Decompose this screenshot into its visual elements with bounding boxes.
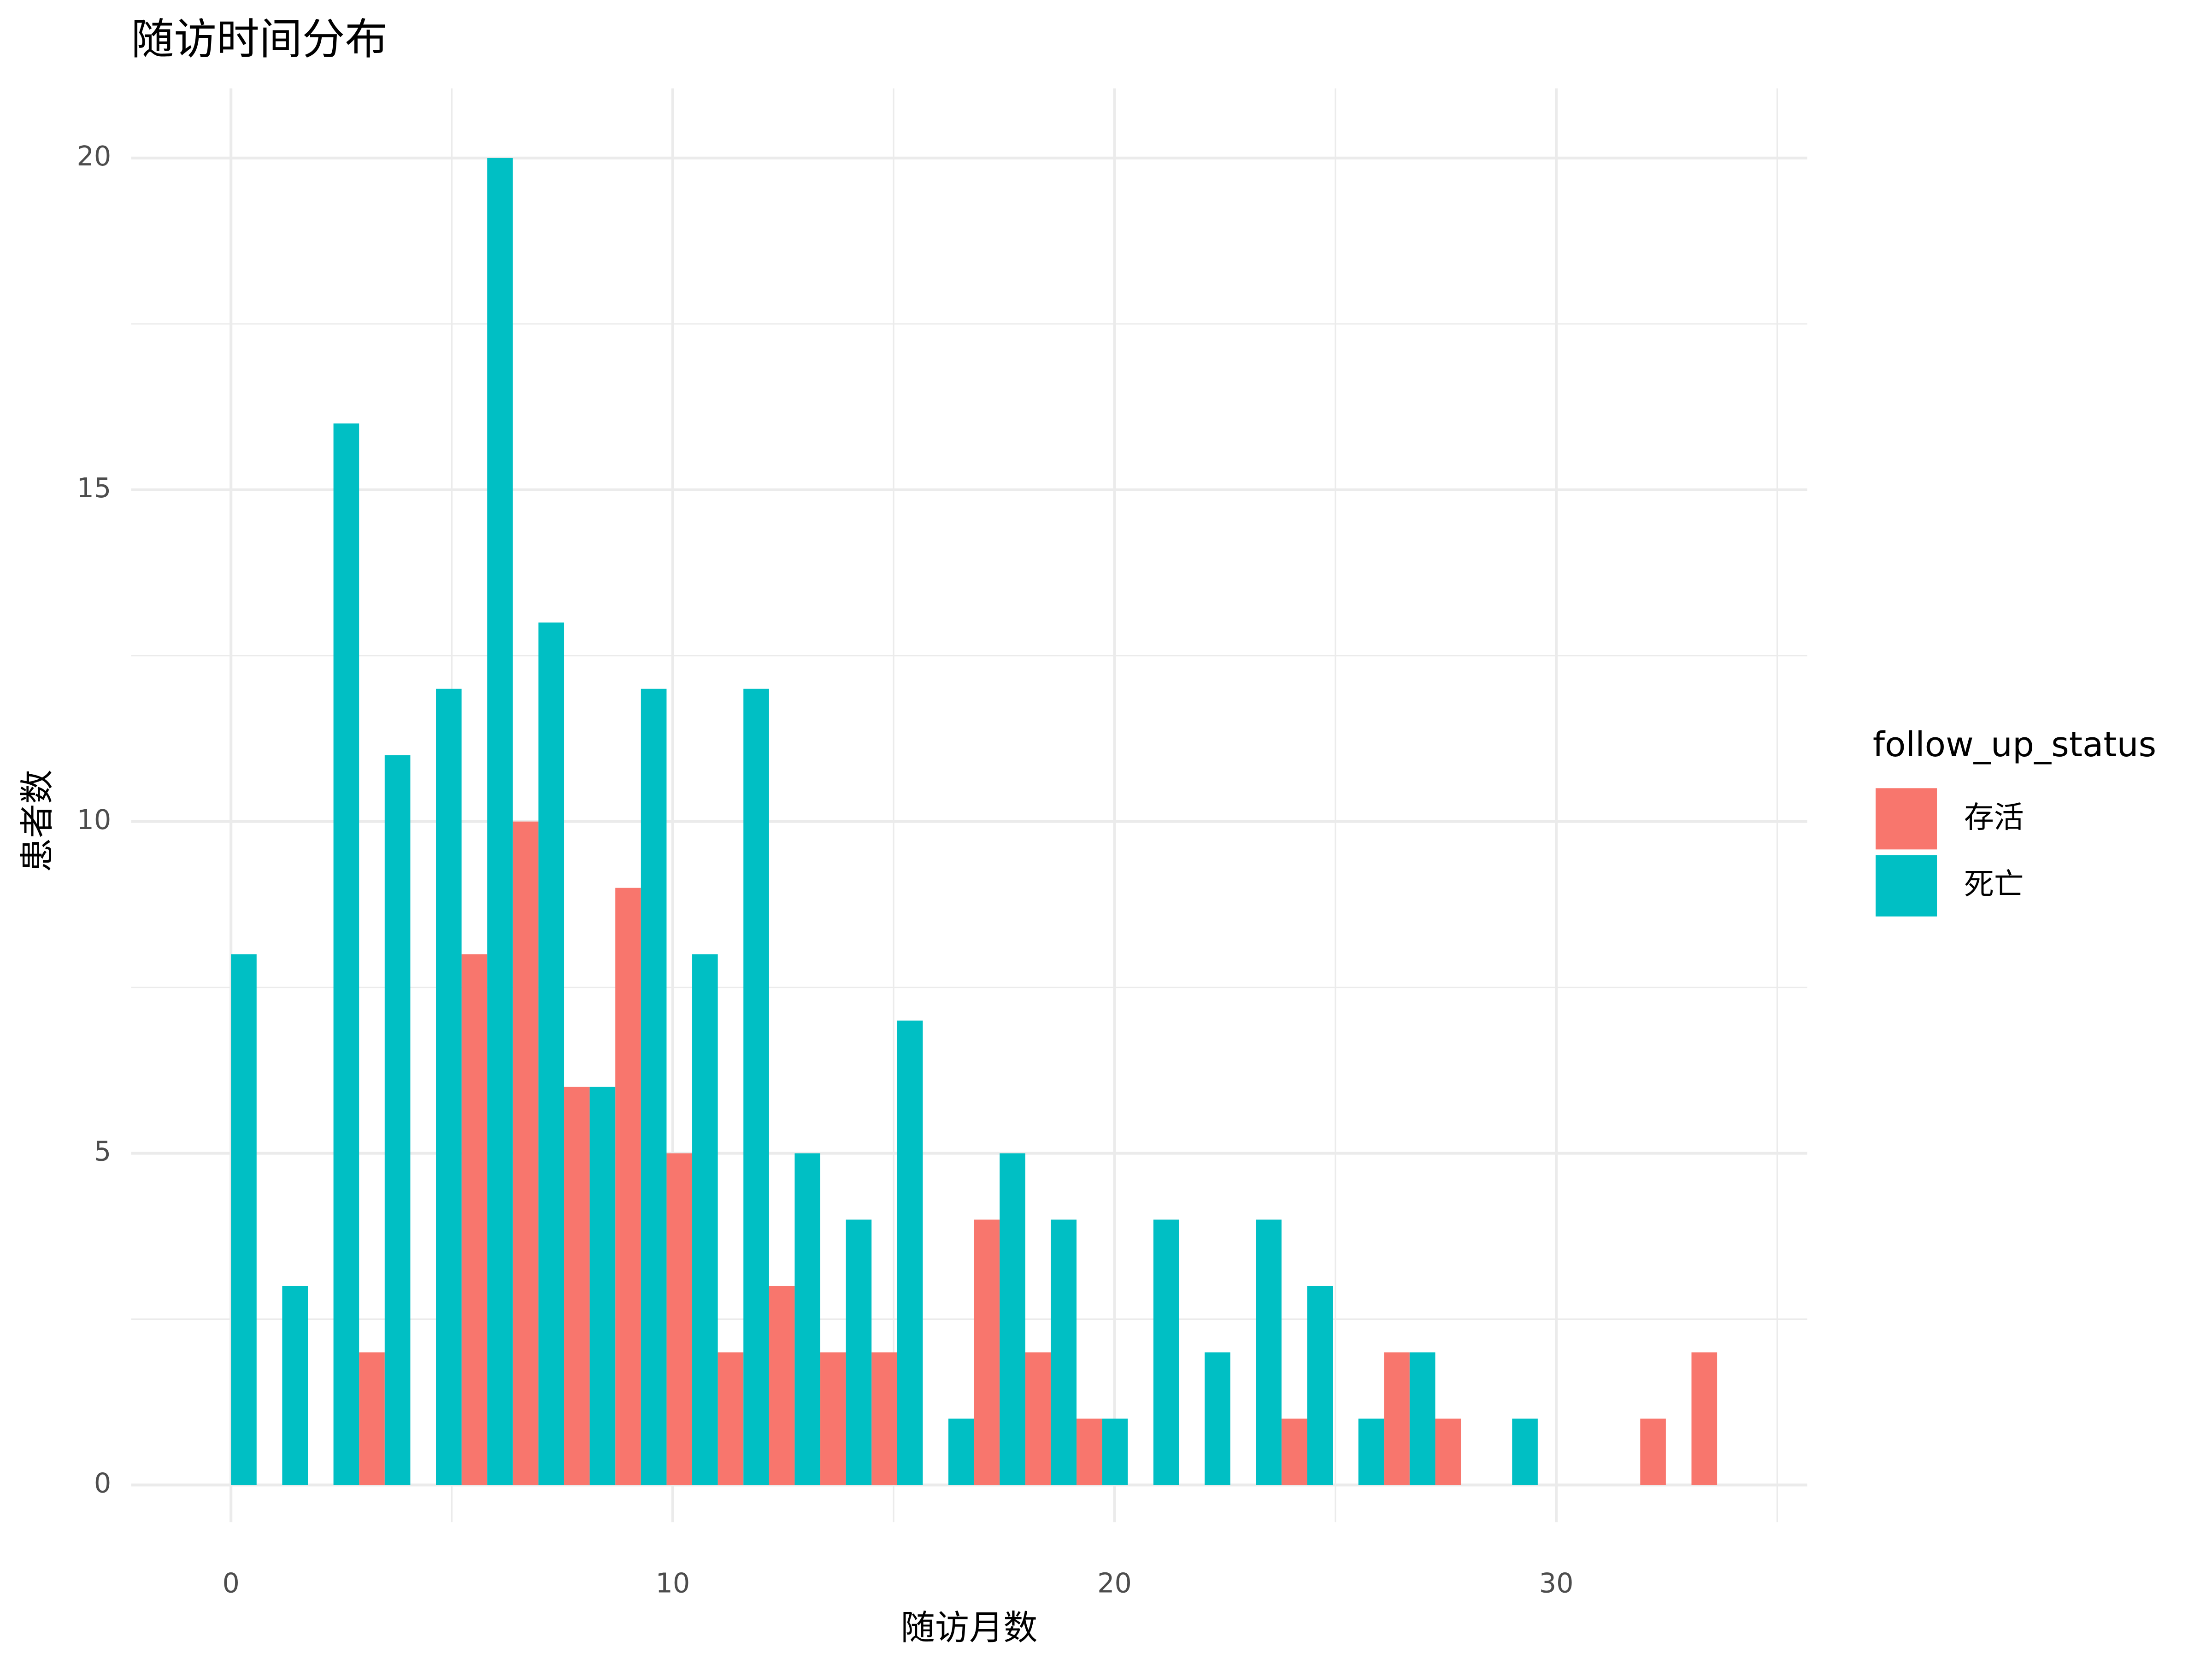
bar [974,1219,1000,1485]
bar [436,688,462,1485]
y-tick-label: 20 [76,140,111,172]
bar [1077,1418,1102,1485]
bar [1051,1219,1077,1485]
bar [1409,1352,1435,1485]
bar [1307,1286,1333,1485]
bar [1205,1352,1230,1485]
x-tick-label: 30 [1539,1567,1574,1599]
bars [231,158,1718,1485]
bar [359,1352,385,1485]
x-axis-label: 随访月数 [901,1608,1038,1648]
bar [1153,1219,1179,1485]
bar [769,1286,795,1485]
bar [743,688,769,1485]
bar [641,688,667,1485]
y-tick-label: 15 [76,472,111,504]
x-tick-label: 10 [655,1567,690,1599]
bar [1691,1352,1718,1485]
bar [794,1153,821,1485]
bar [282,1286,308,1485]
legend-swatch [1876,788,1937,850]
bar [846,1219,872,1485]
y-tick-label: 10 [76,804,111,835]
bar [461,954,488,1485]
bar [897,1020,923,1485]
bar [487,158,513,1485]
y-axis-label: 患者数 [17,770,57,872]
bar [589,1087,616,1485]
legend-label: 死亡 [1964,867,2024,902]
legend-title: follow_up_status [1873,724,2156,765]
bar [615,888,641,1485]
bar [384,755,411,1485]
bar [231,954,257,1485]
bar [538,622,565,1485]
bar [718,1352,744,1485]
legend-label: 存活 [1964,800,2024,835]
y-tick-label: 5 [94,1135,111,1167]
bar [1435,1418,1461,1485]
bar [1025,1352,1051,1485]
bar [1256,1219,1282,1485]
bar [564,1087,590,1485]
bar [1384,1352,1410,1485]
bar [1640,1418,1666,1485]
bar [1102,1418,1128,1485]
bar [512,821,539,1485]
bar [1281,1418,1307,1485]
legend-swatch [1876,855,1937,917]
chart-title: 随访时间分布 [131,14,388,64]
bar [1512,1418,1538,1485]
bar [820,1352,846,1485]
bar [1000,1153,1025,1485]
x-tick-label: 20 [1097,1567,1132,1599]
bar [666,1153,693,1485]
bar [871,1352,897,1485]
x-tick-label: 0 [222,1567,239,1599]
bar [333,423,359,1485]
bar [692,954,718,1485]
y-tick-label: 0 [94,1467,111,1499]
bar [948,1418,974,1485]
bar [1358,1418,1384,1485]
